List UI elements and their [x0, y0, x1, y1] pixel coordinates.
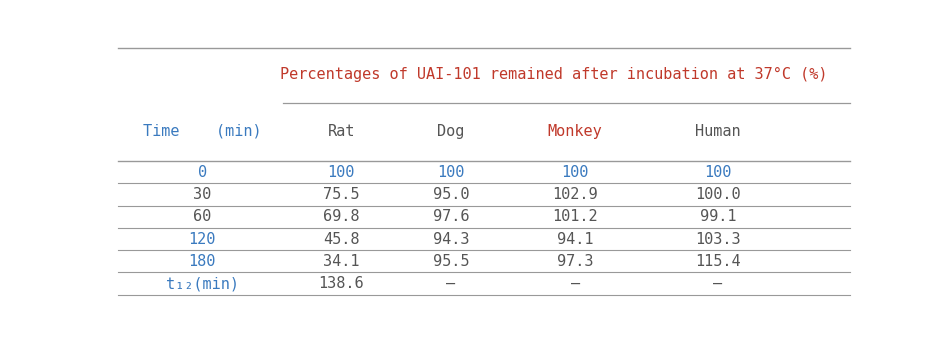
- Text: 138.6: 138.6: [318, 276, 364, 291]
- Text: 100: 100: [562, 165, 589, 180]
- Text: t₁₂(min): t₁₂(min): [165, 276, 239, 291]
- Text: 100.0: 100.0: [695, 187, 741, 202]
- Text: 180: 180: [189, 254, 216, 269]
- Text: Percentages of UAI-101 remained after incubation at 37°C (%): Percentages of UAI-101 remained after in…: [279, 67, 827, 82]
- Text: 95.0: 95.0: [432, 187, 469, 202]
- Text: –: –: [447, 276, 455, 291]
- Text: 34.1: 34.1: [323, 254, 360, 269]
- Text: 60: 60: [193, 209, 211, 224]
- Text: 75.5: 75.5: [323, 187, 360, 202]
- Text: 94.3: 94.3: [432, 232, 469, 247]
- Text: 0: 0: [197, 165, 207, 180]
- Text: 100: 100: [704, 165, 732, 180]
- Text: 101.2: 101.2: [552, 209, 598, 224]
- Text: 97.6: 97.6: [432, 209, 469, 224]
- Text: 97.3: 97.3: [557, 254, 594, 269]
- Text: 100: 100: [437, 165, 464, 180]
- Text: 95.5: 95.5: [432, 254, 469, 269]
- Text: Dog: Dog: [437, 124, 464, 139]
- Text: 99.1: 99.1: [700, 209, 736, 224]
- Text: 115.4: 115.4: [695, 254, 741, 269]
- Text: 120: 120: [189, 232, 216, 247]
- Text: Monkey: Monkey: [548, 124, 602, 139]
- Text: 45.8: 45.8: [323, 232, 360, 247]
- Text: 94.1: 94.1: [557, 232, 594, 247]
- Text: 103.3: 103.3: [695, 232, 741, 247]
- Text: Human: Human: [695, 124, 741, 139]
- Text: Rat: Rat: [328, 124, 355, 139]
- Text: –: –: [714, 276, 722, 291]
- Text: –: –: [571, 276, 580, 291]
- Text: 69.8: 69.8: [323, 209, 360, 224]
- Text: 30: 30: [193, 187, 211, 202]
- Text: Time    (min): Time (min): [143, 124, 261, 139]
- Text: 102.9: 102.9: [552, 187, 598, 202]
- Text: 100: 100: [328, 165, 355, 180]
